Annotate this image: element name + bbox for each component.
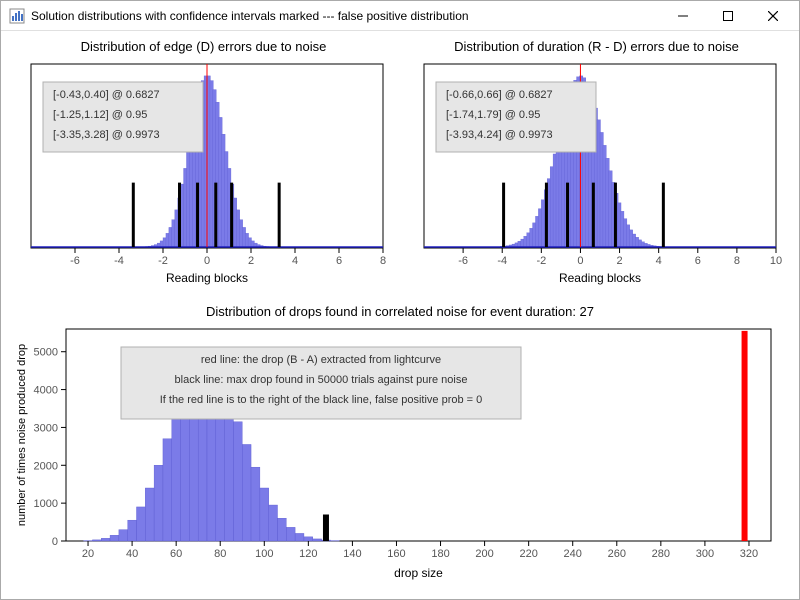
edge-error-chart: -6 -4 -2 0 2 4 6 8 Reading blocks [-0.43,0.40] @ … xyxy=(11,58,391,288)
svg-text:-6: -6 xyxy=(458,255,468,267)
svg-text:280: 280 xyxy=(652,548,670,560)
drops-chart: 20 40 60 80 100 120 140 160 180 200 220 240 260 280 30… xyxy=(11,323,781,583)
svg-text:200: 200 xyxy=(475,548,493,560)
svg-text:180: 180 xyxy=(431,548,449,560)
svg-text:2: 2 xyxy=(248,255,254,267)
duration-error-chart: -6 -4 -2 0 2 4 6 8 10 Reading blocks [-0.66,0.66] … xyxy=(404,58,784,288)
duration-error-panel: Distribution of duration (R - D) errors … xyxy=(404,39,789,294)
svg-text:-6: -6 xyxy=(70,255,80,267)
svg-text:1000: 1000 xyxy=(34,498,58,510)
svg-text:2: 2 xyxy=(616,255,622,267)
svg-text:[-3.35,3.28] @ 0.9973: [-3.35,3.28] @ 0.9973 xyxy=(53,129,160,141)
drops-title: Distribution of drops found in correlate… xyxy=(11,304,789,319)
svg-text:[-0.66,0.66] @ 0.6827: [-0.66,0.66] @ 0.6827 xyxy=(446,89,553,101)
svg-text:black line: max drop found in: black line: max drop found in 50000 tria… xyxy=(175,374,468,386)
app-icon xyxy=(9,8,25,24)
edge-error-title: Distribution of edge (D) errors due to n… xyxy=(11,39,396,54)
svg-text:300: 300 xyxy=(696,548,714,560)
svg-text:160: 160 xyxy=(387,548,405,560)
edge-error-panel: Distribution of edge (D) errors due to n… xyxy=(11,39,396,294)
app-window: Solution distributions with confidence i… xyxy=(0,0,800,600)
svg-text:[-1.74,1.79] @ 0.95: [-1.74,1.79] @ 0.95 xyxy=(446,109,540,121)
svg-text:4000: 4000 xyxy=(34,385,58,397)
svg-text:-4: -4 xyxy=(497,255,507,267)
svg-text:40: 40 xyxy=(126,548,138,560)
content-area: Distribution of edge (D) errors due to n… xyxy=(1,31,799,599)
svg-text:Reading blocks: Reading blocks xyxy=(166,271,248,285)
window-title: Solution distributions with confidence i… xyxy=(31,9,660,23)
svg-text:20: 20 xyxy=(82,548,94,560)
svg-text:60: 60 xyxy=(170,548,182,560)
svg-text:320: 320 xyxy=(740,548,758,560)
minimize-button[interactable] xyxy=(660,2,705,30)
svg-text:2000: 2000 xyxy=(34,460,58,472)
svg-text:80: 80 xyxy=(214,548,226,560)
svg-text:8: 8 xyxy=(734,255,740,267)
svg-text:drop size: drop size xyxy=(394,566,443,580)
svg-text:240: 240 xyxy=(564,548,582,560)
svg-text:0: 0 xyxy=(577,255,583,267)
svg-text:4: 4 xyxy=(656,255,662,267)
svg-text:0: 0 xyxy=(204,255,210,267)
drops-panel: Distribution of drops found in correlate… xyxy=(11,304,789,589)
svg-text:6: 6 xyxy=(336,255,342,267)
svg-text:red line: the drop (B - A) ext: red line: the drop (B - A) extracted fro… xyxy=(201,354,441,366)
svg-text:140: 140 xyxy=(343,548,361,560)
svg-text:220: 220 xyxy=(519,548,537,560)
svg-text:[-0.43,0.40] @ 0.6827: [-0.43,0.40] @ 0.6827 xyxy=(53,89,160,101)
svg-text:[-3.93,4.24] @ 0.9973: [-3.93,4.24] @ 0.9973 xyxy=(446,129,553,141)
svg-text:-2: -2 xyxy=(158,255,168,267)
svg-text:3000: 3000 xyxy=(34,422,58,434)
svg-text:10: 10 xyxy=(770,255,782,267)
svg-text:120: 120 xyxy=(299,548,317,560)
svg-text:8: 8 xyxy=(380,255,386,267)
svg-text:100: 100 xyxy=(255,548,273,560)
svg-text:4: 4 xyxy=(292,255,298,267)
close-button[interactable] xyxy=(750,2,795,30)
svg-text:number of times noise produced: number of times noise produced drop xyxy=(16,344,28,526)
svg-text:-2: -2 xyxy=(536,255,546,267)
duration-error-title: Distribution of duration (R - D) errors … xyxy=(404,39,789,54)
svg-text:5000: 5000 xyxy=(34,347,58,359)
svg-text:260: 260 xyxy=(608,548,626,560)
window-controls xyxy=(660,2,795,30)
svg-text:-4: -4 xyxy=(114,255,124,267)
svg-text:6: 6 xyxy=(695,255,701,267)
titlebar: Solution distributions with confidence i… xyxy=(1,1,799,31)
svg-text:[-1.25,1.12] @ 0.95: [-1.25,1.12] @ 0.95 xyxy=(53,109,147,121)
maximize-button[interactable] xyxy=(705,2,750,30)
svg-text:Reading blocks: Reading blocks xyxy=(559,271,641,285)
svg-text:If the red line is to the righ: If the red line is to the right of the b… xyxy=(160,394,483,406)
svg-text:0: 0 xyxy=(52,536,58,548)
top-charts-row: Distribution of edge (D) errors due to n… xyxy=(11,39,789,294)
